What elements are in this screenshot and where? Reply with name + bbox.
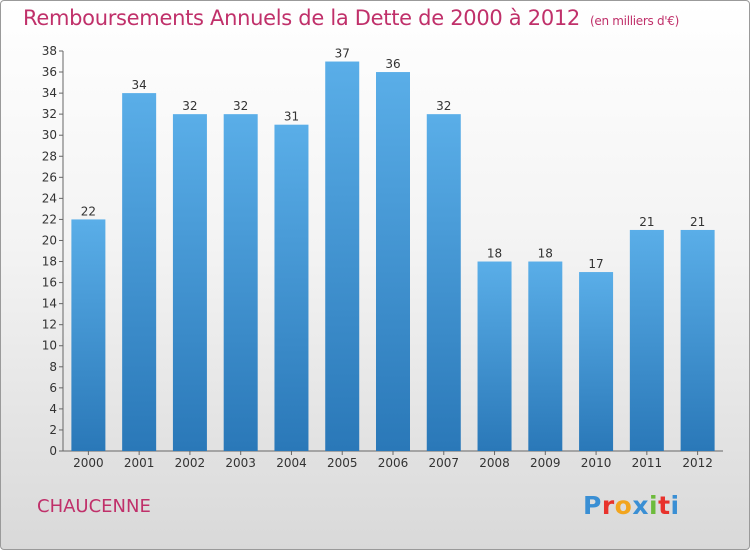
data-label-2009: 18 bbox=[538, 247, 553, 261]
logo-letter: i bbox=[670, 491, 680, 520]
x-tick-label-2000: 2000 bbox=[73, 456, 104, 470]
data-label-2008: 18 bbox=[487, 247, 502, 261]
x-tick-label-2005: 2005 bbox=[327, 456, 358, 470]
data-label-2007: 32 bbox=[436, 99, 451, 113]
y-tick-label: 6 bbox=[49, 381, 57, 395]
y-tick-label: 8 bbox=[49, 360, 57, 374]
data-label-2003: 32 bbox=[233, 99, 248, 113]
bar-2011 bbox=[629, 229, 664, 451]
x-tick-label-2008: 2008 bbox=[479, 456, 510, 470]
y-tick-label: 30 bbox=[42, 128, 57, 142]
y-tick-label: 0 bbox=[49, 444, 57, 458]
x-tick-label-2004: 2004 bbox=[276, 456, 307, 470]
logo-letter: o bbox=[614, 491, 633, 520]
bar-2012 bbox=[680, 229, 715, 451]
data-label-2006: 36 bbox=[385, 57, 400, 71]
data-label-2002: 32 bbox=[182, 99, 197, 113]
bar-2003 bbox=[223, 114, 258, 451]
y-tick-label: 14 bbox=[42, 297, 57, 311]
data-label-2004: 31 bbox=[284, 110, 299, 124]
data-label-2000: 22 bbox=[81, 204, 96, 218]
bar-2005 bbox=[325, 61, 360, 452]
x-tick-label-2010: 2010 bbox=[581, 456, 612, 470]
x-tick-label-2006: 2006 bbox=[378, 456, 409, 470]
x-tick-label-2011: 2011 bbox=[632, 456, 663, 470]
data-label-2010: 17 bbox=[588, 257, 603, 271]
y-tick-label: 32 bbox=[42, 107, 57, 121]
data-labels: 22 34 32 32 31 37 36 32 18 18 17 21 21 bbox=[81, 47, 706, 272]
logo-letter: i bbox=[649, 491, 659, 520]
logo-letter: x bbox=[632, 491, 649, 520]
chart-title: Remboursements Annuels de la Dette de 20… bbox=[23, 6, 679, 30]
logo-letter: t bbox=[658, 491, 671, 520]
x-tick-label-2009: 2009 bbox=[530, 456, 561, 470]
chart-title-text: Remboursements Annuels de la Dette de 20… bbox=[23, 6, 580, 30]
y-tick-label: 22 bbox=[42, 212, 57, 226]
y-tick-label: 38 bbox=[42, 44, 57, 58]
y-tick-label: 24 bbox=[42, 191, 57, 205]
bar-2009 bbox=[528, 261, 563, 451]
y-tick-label: 18 bbox=[42, 255, 57, 269]
bar-2008 bbox=[477, 261, 512, 451]
x-tick-label-2007: 2007 bbox=[428, 456, 459, 470]
y-tick-label: 34 bbox=[42, 86, 57, 100]
data-label-2011: 21 bbox=[639, 215, 654, 229]
y-tick-label: 16 bbox=[42, 276, 57, 290]
x-tick-label-2012: 2012 bbox=[682, 456, 713, 470]
bar-2004 bbox=[274, 124, 309, 452]
bars bbox=[71, 61, 715, 452]
bar-2010 bbox=[579, 272, 614, 451]
bar-2006 bbox=[376, 72, 410, 451]
y-tick-label: 12 bbox=[42, 318, 57, 332]
bar-2001 bbox=[122, 93, 157, 452]
data-label-2012: 21 bbox=[690, 215, 705, 229]
x-tick-label-2001: 2001 bbox=[124, 456, 155, 470]
place-name: CHAUCENNE bbox=[37, 496, 151, 517]
y-tick-label: 20 bbox=[42, 233, 57, 247]
bar-2007 bbox=[426, 114, 461, 451]
y-tick-label: 36 bbox=[42, 65, 57, 79]
chart-unit: (en milliers d'€) bbox=[590, 14, 680, 28]
y-tick-label: 10 bbox=[42, 339, 57, 353]
bar-2002 bbox=[172, 114, 207, 451]
logo-letter: r bbox=[601, 491, 615, 520]
logo-letter: P bbox=[583, 491, 602, 520]
y-tick-label: 26 bbox=[42, 170, 57, 184]
data-label-2001: 34 bbox=[132, 78, 147, 92]
y-tick-label: 28 bbox=[42, 149, 57, 163]
y-tick-label: 4 bbox=[49, 402, 57, 416]
data-label-2005: 37 bbox=[335, 47, 350, 61]
x-tick-label-2002: 2002 bbox=[175, 456, 206, 470]
y-tick-label: 2 bbox=[49, 423, 57, 437]
bar-2000 bbox=[71, 219, 106, 451]
x-tick-label-2003: 2003 bbox=[225, 456, 256, 470]
proxiti-logo: Proxiti bbox=[583, 491, 680, 520]
